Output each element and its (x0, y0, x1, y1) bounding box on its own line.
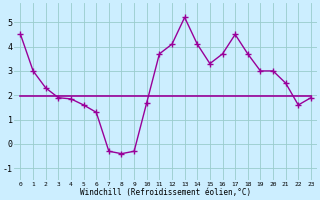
X-axis label: Windchill (Refroidissement éolien,°C): Windchill (Refroidissement éolien,°C) (80, 188, 251, 197)
